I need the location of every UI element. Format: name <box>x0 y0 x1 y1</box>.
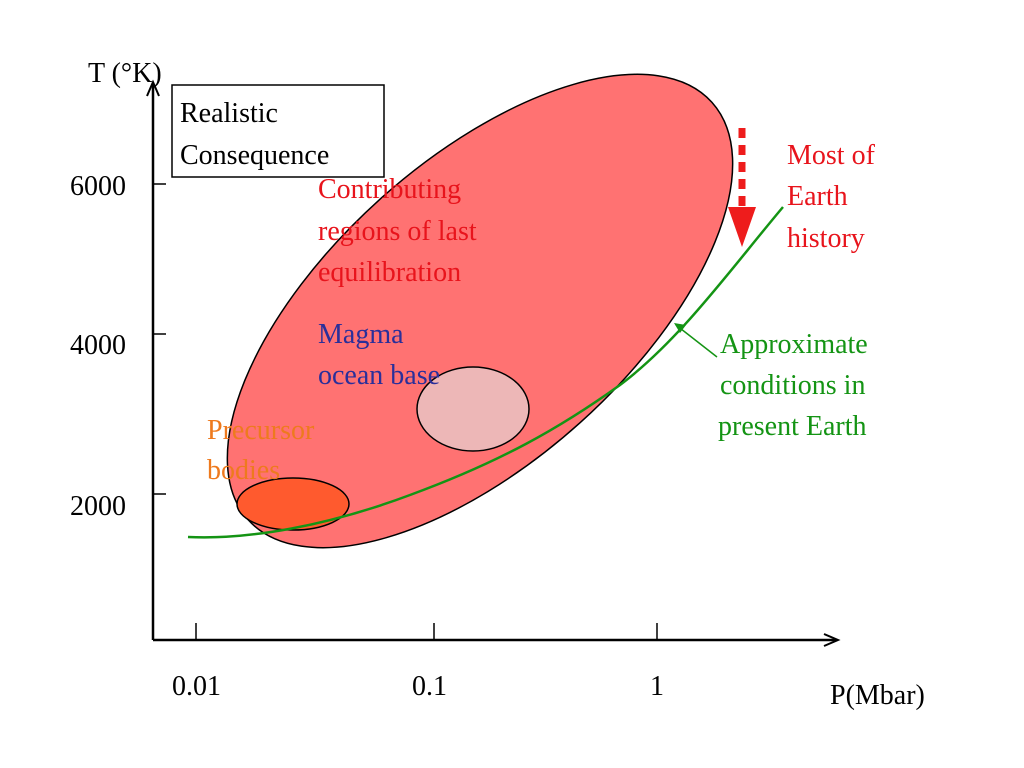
box-label-line2: Consequence <box>180 140 329 171</box>
history-label-line1: Most of <box>787 140 876 171</box>
realistic-consequence-box <box>171 84 385 178</box>
history-label-line2: Earth <box>787 181 848 212</box>
history-arrowhead-icon <box>728 207 756 247</box>
y-tick-label-2000: 2000 <box>70 491 126 522</box>
magma-label-line1: Magma <box>318 319 404 350</box>
contributing-label-line2: regions of last <box>318 216 477 247</box>
contributing-label-line3: equilibration <box>318 257 461 288</box>
precursor-label-line2: bodies <box>207 455 280 486</box>
x-tick-label-01: 0.1 <box>412 671 447 702</box>
precursor-label-line1: Precursor <box>207 415 315 446</box>
x-axis-arrow-icon <box>823 633 841 647</box>
history-label-line3: history <box>787 223 865 254</box>
present-earth-label-line3: present Earth <box>718 411 867 442</box>
x-tick-label-001: 0.01 <box>172 671 221 702</box>
present-earth-label-line2: conditions in <box>720 370 865 401</box>
magma-ocean-ellipse <box>416 366 530 452</box>
x-tick-label-1: 1 <box>650 671 664 702</box>
magma-label-line2: ocean base <box>318 360 440 391</box>
box-label-line1: Realistic <box>180 98 278 129</box>
precursor-bodies-ellipse <box>236 477 350 531</box>
y-axis-arrow-icon <box>146 79 160 97</box>
contributing-label-line1: Contributing <box>318 174 461 205</box>
present-earth-curve <box>187 206 784 539</box>
present-earth-label-line1: Approximate <box>720 329 868 360</box>
present-earth-pointer-arrowhead-icon <box>674 323 686 333</box>
present-earth-pointer <box>675 324 718 358</box>
y-tick-label-4000: 4000 <box>70 330 126 361</box>
y-axis-label: T (°K) <box>88 58 162 89</box>
y-tick-label-6000: 6000 <box>70 171 126 202</box>
x-axis-label: P(Mbar) <box>830 680 925 711</box>
